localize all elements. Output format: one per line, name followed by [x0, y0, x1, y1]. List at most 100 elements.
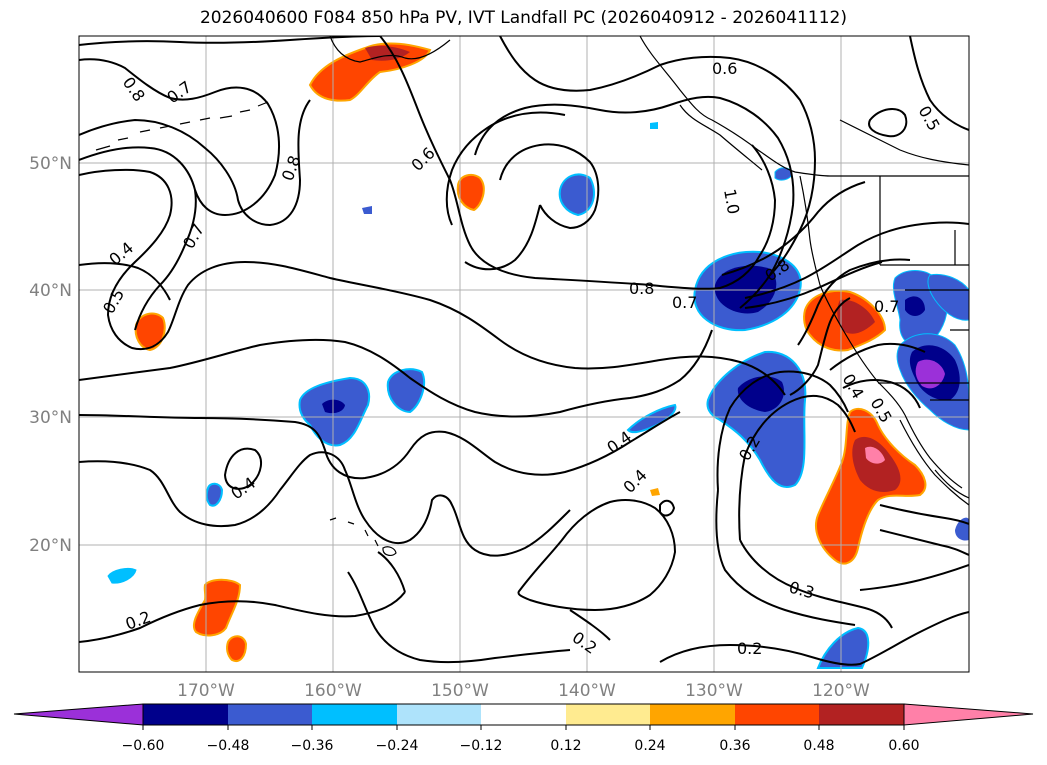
hawaii — [329, 517, 397, 556]
colorbar-tick-label: 0.24 — [634, 738, 665, 754]
lon-axis-labels: 170°W 160°W 150°W 140°W 130°W 120°W — [177, 681, 870, 701]
coastline-alaska — [329, 36, 451, 63]
lat-label: 40°N — [29, 281, 72, 301]
contour-line — [744, 221, 969, 299]
contour-line — [659, 499, 676, 517]
colorbar-extend-min — [13, 703, 144, 726]
colorbar-tick-label: −0.36 — [291, 738, 334, 754]
contour-line — [879, 504, 969, 525]
colorbar-frame — [142, 703, 905, 726]
contour-line — [464, 204, 541, 271]
contour-line — [715, 489, 856, 626]
colorbar-segment — [735, 704, 819, 725]
contour-line — [347, 571, 571, 664]
contour-line — [716, 370, 849, 491]
coastline-alaska-panhandle — [639, 36, 831, 177]
colorbar-segment — [228, 704, 312, 725]
contour-line — [909, 36, 969, 131]
contour-line — [79, 168, 786, 396]
colorbar-segment — [143, 704, 228, 725]
contour-label: 1.0 — [720, 187, 743, 215]
contour-line — [79, 262, 171, 301]
colorbar-segment — [650, 704, 735, 725]
pc-blob-positive — [837, 299, 875, 334]
contour-line — [499, 36, 817, 276]
contour-line — [79, 451, 571, 557]
pc-blob-negative — [650, 122, 658, 129]
contour-line — [739, 539, 893, 629]
contour-line — [79, 146, 197, 331]
contour-line — [379, 36, 777, 290]
contour-line — [868, 108, 908, 138]
border-states — [878, 176, 969, 401]
coastline-bc — [679, 104, 763, 171]
canada-border-rockies — [839, 119, 969, 166]
lat-axis-labels: 50°N 40°N 30°N 20°N — [29, 154, 72, 556]
contour-line — [445, 111, 566, 226]
pc-blob-positive — [650, 488, 660, 496]
pc-blob-positive — [308, 42, 432, 102]
map-grid — [79, 36, 969, 672]
colorbar-tick-label: 0.36 — [719, 738, 750, 754]
contour-line — [377, 551, 406, 593]
pc-blob-negative — [362, 206, 372, 214]
colorbar-tick-label: 0.60 — [888, 738, 919, 754]
lon-label: 160°W — [304, 681, 362, 701]
contour-line — [79, 58, 280, 217]
contour-line — [499, 143, 600, 230]
lat-label: 30°N — [29, 408, 72, 428]
coastline-baja — [904, 414, 963, 489]
pc-blob-negative — [558, 173, 595, 217]
colorbar-segment — [819, 704, 904, 725]
contour-line — [842, 379, 921, 409]
pc-blob-negative — [927, 273, 969, 321]
colorbar-segment — [312, 704, 397, 725]
lon-label: 150°W — [431, 681, 489, 701]
pc-blob-positive — [192, 578, 242, 637]
aleutians — [95, 101, 269, 151]
contour-line — [79, 329, 713, 418]
lon-label: 170°W — [177, 681, 235, 701]
contour-line — [569, 609, 611, 641]
contour-label: 0.8 — [629, 279, 654, 298]
pc-blob-negative — [386, 368, 426, 414]
coastline-gulf — [899, 419, 969, 506]
contour-line — [223, 447, 262, 490]
contour-line — [659, 611, 969, 666]
lat-label: 50°N — [29, 154, 72, 174]
colorbar-tick-label: 0.12 — [550, 738, 581, 754]
contour-line — [474, 95, 795, 309]
colorbar-extend-max — [903, 703, 1034, 726]
colorbar-ticks — [142, 725, 905, 730]
colorbar-tick-label: −0.60 — [122, 738, 165, 754]
contour-line — [797, 258, 911, 346]
contour-line — [789, 297, 851, 396]
pc-blob-negative — [107, 567, 137, 584]
contour-line — [879, 529, 969, 556]
colorbar-tick-label: −0.12 — [460, 738, 503, 754]
lon-label: 130°W — [685, 681, 743, 701]
contour-line — [829, 342, 926, 371]
pc-blob-negative — [816, 626, 870, 669]
pc-blob-negative — [905, 296, 925, 316]
map-frame — [78, 35, 970, 673]
contour-line — [859, 564, 969, 591]
pc-blob-positive — [852, 436, 901, 492]
map-panel: 0.8 0.7 0.8 0.7 0.4 0.5 0.6 0.6 1.0 0.8 … — [79, 36, 969, 672]
pv-contours — [79, 36, 969, 666]
colorbar-tick-label: 0.48 — [803, 738, 834, 754]
contour-label: 0.2 — [737, 639, 762, 658]
contour-label: 0.6 — [712, 59, 737, 78]
colorbar-tick-label: −0.24 — [376, 738, 419, 754]
coastlines — [95, 36, 969, 556]
coastline-west-us — [799, 175, 906, 416]
pc-blob-positive — [226, 635, 248, 662]
pc-shading — [107, 42, 969, 669]
contour-line — [517, 499, 677, 612]
contour-line — [744, 261, 883, 309]
pc-blob-positive — [456, 173, 485, 212]
colorbar-segment — [397, 704, 481, 725]
colorbar-segment — [481, 704, 566, 725]
pc-blob-negative — [915, 359, 945, 389]
contour-line — [79, 36, 381, 46]
